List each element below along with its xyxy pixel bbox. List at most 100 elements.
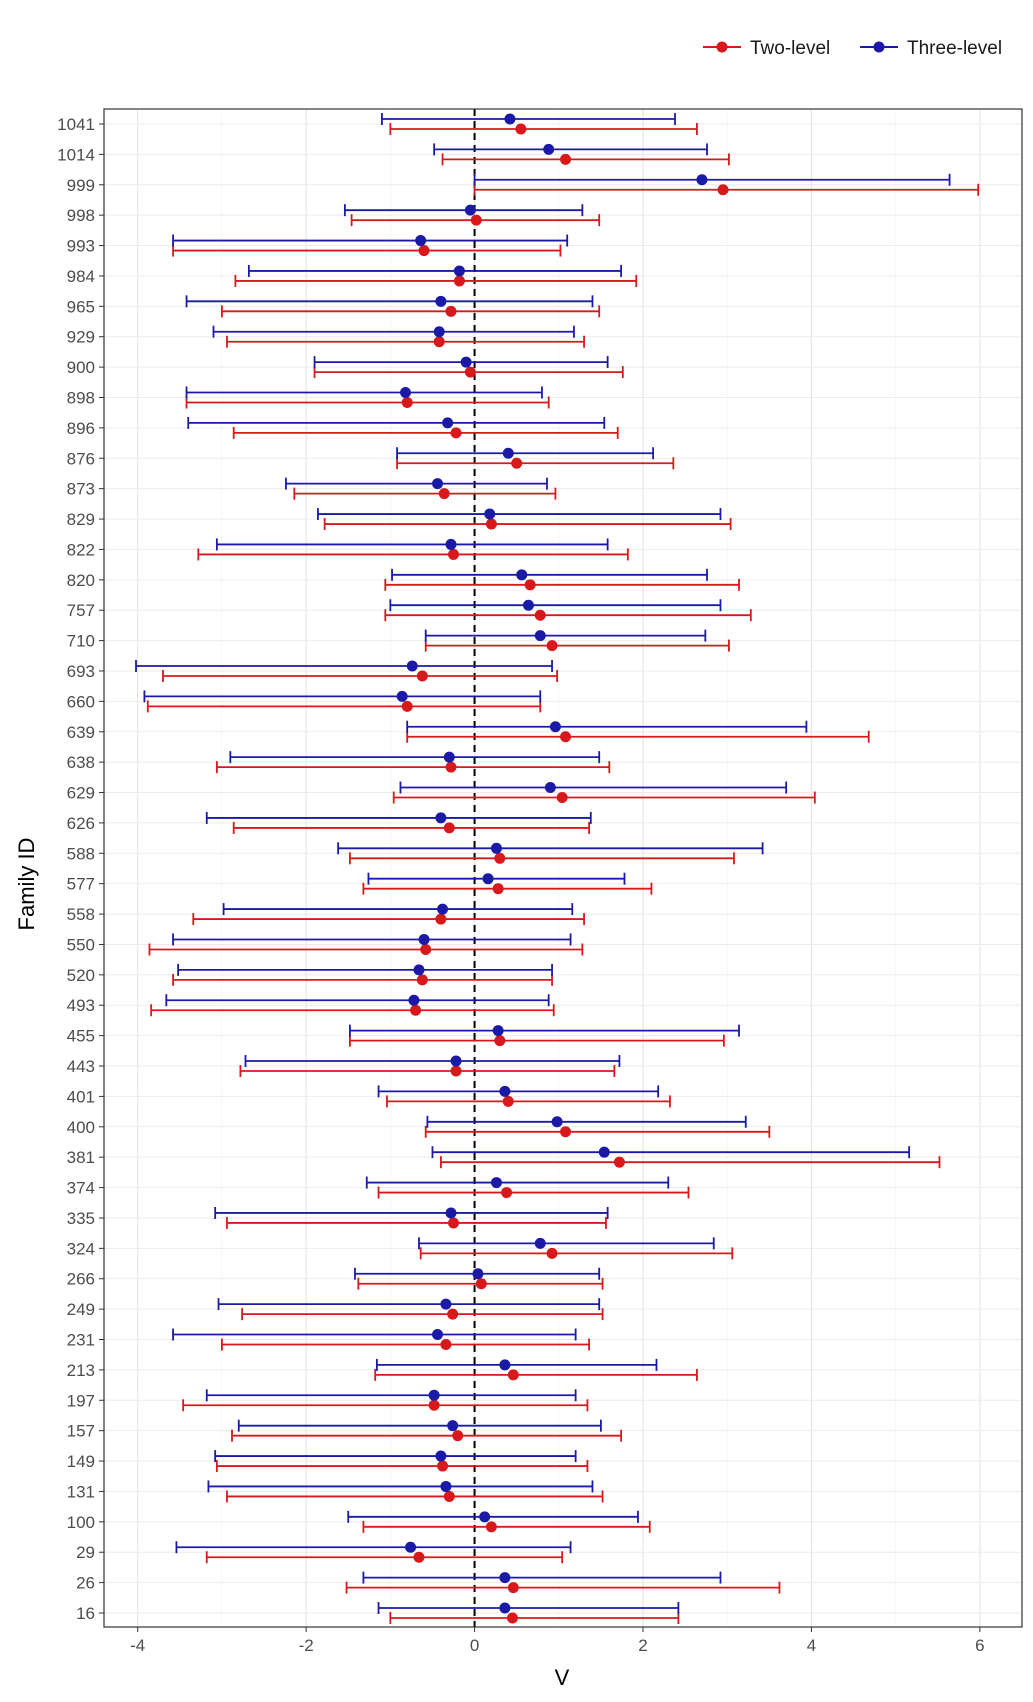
point-two-level-876 (511, 457, 523, 469)
point-three-level-100 (479, 1511, 491, 1523)
y-tick-label-520: 520 (67, 966, 95, 985)
x-tick-label-2: 2 (638, 1636, 647, 1655)
legend-point-two-level (716, 41, 728, 53)
x-axis-ticks: -4 -2 0 2 4 6 (130, 1627, 985, 1655)
y-tick-label-829: 829 (67, 510, 95, 529)
x-tick-label--2: -2 (299, 1636, 314, 1655)
point-two-level-149 (437, 1460, 449, 1472)
point-three-level-820 (516, 569, 528, 581)
point-three-level-822 (445, 538, 457, 550)
point-three-level-1041 (504, 113, 516, 125)
y-axis-title: Family ID (14, 838, 39, 931)
y-tick-label-757: 757 (67, 601, 95, 620)
point-two-level-266 (475, 1278, 487, 1290)
point-three-level-335 (445, 1207, 457, 1219)
point-three-level-157 (447, 1420, 459, 1432)
legend: Two-level Three-level (703, 38, 1002, 59)
point-three-level-266 (472, 1268, 484, 1280)
point-three-level-993 (415, 235, 427, 247)
point-two-level-896 (450, 427, 462, 439)
point-two-level-493 (410, 1004, 422, 1016)
y-tick-label-29: 29 (76, 1543, 95, 1562)
y-tick-label-626: 626 (67, 814, 95, 833)
point-three-level-965 (435, 295, 447, 307)
y-axis-ticks: 1041 1014 999 998 993 984 965 929 900 898 896 876 87… (57, 115, 104, 1623)
point-three-level-550 (418, 933, 430, 945)
point-three-level-26 (499, 1572, 511, 1584)
y-tick-label-998: 998 (67, 206, 95, 225)
y-tick-label-249: 249 (67, 1300, 95, 1319)
point-three-level-493 (408, 994, 420, 1006)
y-tick-label-401: 401 (67, 1087, 95, 1106)
legend-label-three-level: Three-level (907, 38, 1002, 59)
point-three-level-984 (453, 265, 465, 277)
point-three-level-16 (499, 1602, 511, 1614)
point-three-level-520 (413, 964, 425, 976)
point-two-level-550 (420, 943, 432, 955)
x-axis-title: V (555, 1665, 570, 1690)
point-two-level-577 (492, 883, 504, 895)
y-tick-label-876: 876 (67, 449, 95, 468)
y-tick-label-896: 896 (67, 419, 95, 438)
point-two-level-984 (453, 275, 465, 287)
point-three-level-629 (544, 782, 556, 794)
y-tick-label-629: 629 (67, 784, 95, 803)
point-two-level-455 (494, 1035, 506, 1047)
point-three-level-131 (440, 1480, 452, 1492)
point-two-level-965 (445, 305, 457, 317)
y-tick-label-900: 900 (67, 358, 95, 377)
y-tick-label-324: 324 (67, 1239, 95, 1258)
point-three-level-400 (551, 1116, 563, 1128)
y-tick-label-550: 550 (67, 935, 95, 954)
y-tick-label-443: 443 (67, 1057, 95, 1076)
point-two-level-999 (717, 184, 729, 196)
point-two-level-558 (435, 913, 447, 925)
x-tick-label--4: -4 (130, 1636, 145, 1655)
point-three-level-1014 (543, 143, 555, 155)
point-estimates (396, 113, 729, 1624)
point-two-level-929 (433, 336, 445, 348)
y-tick-label-984: 984 (67, 267, 95, 286)
point-three-level-401 (499, 1085, 511, 1097)
point-three-level-929 (433, 326, 445, 338)
y-tick-label-1014: 1014 (57, 145, 95, 164)
point-three-level-197 (428, 1389, 440, 1401)
point-three-level-558 (437, 903, 449, 915)
y-tick-label-374: 374 (67, 1179, 95, 1198)
y-tick-label-999: 999 (67, 176, 95, 195)
point-three-level-876 (502, 447, 514, 459)
point-two-level-626 (443, 822, 455, 834)
point-two-level-324 (546, 1247, 558, 1259)
point-two-level-16 (506, 1612, 518, 1624)
point-two-level-898 (401, 396, 413, 408)
point-two-level-629 (556, 792, 568, 804)
point-three-level-381 (598, 1146, 610, 1158)
point-three-level-443 (450, 1055, 462, 1067)
point-two-level-693 (416, 670, 428, 682)
y-tick-label-965: 965 (67, 297, 95, 316)
y-tick-label-693: 693 (67, 662, 95, 681)
y-tick-label-131: 131 (67, 1482, 95, 1501)
y-tick-label-929: 929 (67, 328, 95, 347)
y-tick-label-710: 710 (67, 632, 95, 651)
y-tick-label-558: 558 (67, 905, 95, 924)
y-tick-label-213: 213 (67, 1361, 95, 1380)
point-three-level-249 (440, 1298, 452, 1310)
point-two-level-231 (440, 1339, 452, 1351)
point-two-level-820 (524, 579, 536, 591)
y-tick-label-822: 822 (67, 540, 95, 559)
point-two-level-197 (428, 1399, 440, 1411)
y-tick-label-157: 157 (67, 1422, 95, 1441)
y-tick-label-898: 898 (67, 388, 95, 407)
point-two-level-588 (494, 852, 506, 864)
y-tick-label-493: 493 (67, 996, 95, 1015)
y-tick-label-577: 577 (67, 875, 95, 894)
y-tick-label-455: 455 (67, 1027, 95, 1046)
point-three-level-873 (432, 478, 444, 490)
point-two-level-638 (445, 761, 457, 773)
point-three-level-231 (432, 1329, 444, 1341)
x-tick-label-6: 6 (975, 1636, 984, 1655)
point-three-level-29 (405, 1541, 417, 1553)
point-three-level-998 (464, 204, 476, 216)
